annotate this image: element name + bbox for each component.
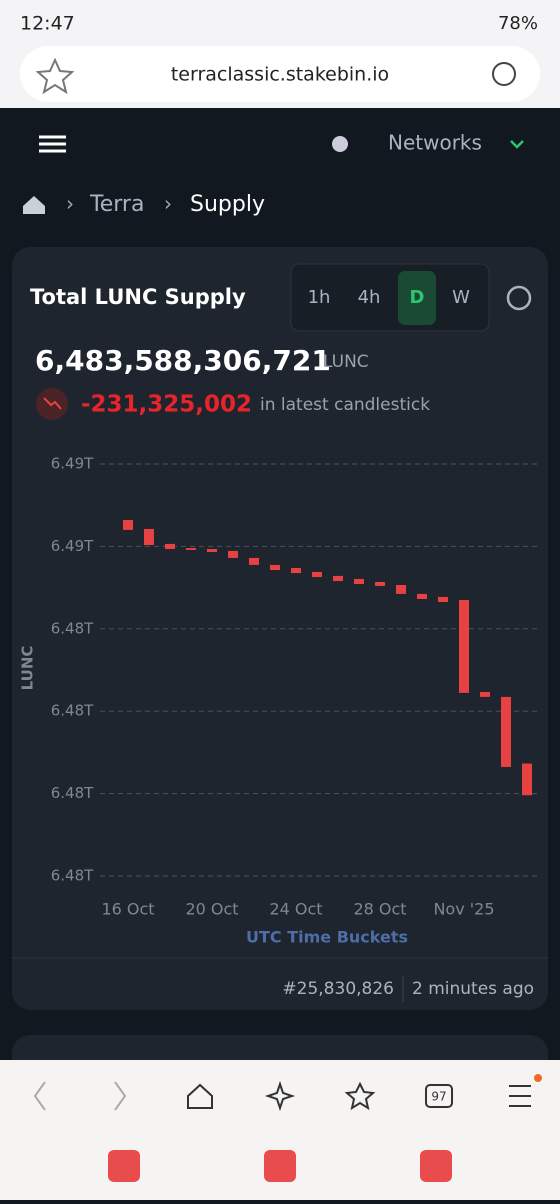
back-button[interactable] <box>33 1081 46 1111</box>
url: terraclassic.stakebin.io <box>171 64 389 86</box>
change: -231,325,002 <box>81 392 252 418</box>
candle <box>438 596 448 603</box>
x-tick-label: Nov '25 <box>433 900 494 919</box>
change-note: in latest candlestick <box>260 395 430 415</box>
y-tick-label: 6.48T <box>51 619 94 637</box>
candle <box>270 564 280 571</box>
candle <box>312 571 322 578</box>
x-tick-label: 28 Oct <box>353 900 406 919</box>
x-tick-label: 24 Oct <box>269 900 322 919</box>
status-battery: 78% <box>498 13 538 34</box>
interval-button[interactable]: 1h <box>308 287 331 308</box>
status-time: 12:47 <box>20 13 75 35</box>
candle <box>522 763 532 796</box>
browser-menu[interactable] <box>509 1085 531 1107</box>
candle <box>480 691 490 697</box>
breadcrumb-item: Supply <box>190 192 265 217</box>
candle <box>459 599 469 693</box>
y-tick-label: 6.48T <box>51 702 94 720</box>
candle <box>249 557 259 565</box>
back-nav-button[interactable] <box>420 1150 452 1182</box>
url-bar[interactable] <box>20 46 540 102</box>
card-title: Total LUNC Supply <box>30 285 246 309</box>
tabs-button[interactable] <box>425 1084 453 1108</box>
x-tick-label: 16 Oct <box>101 900 154 919</box>
separator: › <box>66 192 74 216</box>
forward-button[interactable] <box>114 1081 127 1111</box>
candle <box>165 543 175 550</box>
reload-icon[interactable] <box>492 62 516 86</box>
ai-button[interactable] <box>264 1080 296 1112</box>
refresh-icon[interactable] <box>506 285 532 311</box>
candle <box>186 548 196 550</box>
down-arrow <box>43 397 62 410</box>
interval-group <box>290 263 490 332</box>
candle <box>207 549 217 553</box>
interval-button[interactable]: D <box>410 287 425 308</box>
bookmarks-button[interactable] <box>344 1081 376 1111</box>
candle <box>417 593 427 599</box>
unit: LUNC <box>323 352 369 372</box>
recents-button[interactable] <box>108 1150 140 1182</box>
updated: 2 minutes ago <box>412 979 534 999</box>
candle <box>144 528 154 546</box>
candle <box>291 567 301 574</box>
candle <box>333 575 343 582</box>
candle <box>375 581 385 586</box>
y-tick-label: 6.48T <box>51 867 94 885</box>
y-axis-label: LUNC <box>19 646 37 691</box>
candle <box>123 520 133 530</box>
y-tick-label: 6.48T <box>51 784 94 802</box>
interval-button[interactable]: W <box>452 287 470 308</box>
candle <box>228 550 238 558</box>
interval-active <box>398 271 436 325</box>
home-icon[interactable] <box>23 196 45 214</box>
candle <box>396 584 406 594</box>
breadcrumb-item[interactable]: Terra <box>89 192 144 217</box>
home-button[interactable] <box>187 1083 213 1109</box>
interval-button[interactable]: 4h <box>358 287 381 308</box>
theme-icon[interactable] <box>332 136 348 152</box>
dropdown-icon <box>510 140 524 149</box>
bookmark-icon[interactable] <box>35 57 75 95</box>
y-tick-label: 6.49T <box>51 455 94 473</box>
total-supply: 6,483,588,306,721 <box>35 344 331 377</box>
block-number: #25,830,826 <box>282 979 394 999</box>
candle <box>354 578 364 585</box>
y-tick-label: 6.49T <box>51 537 94 555</box>
separator: › <box>164 192 172 216</box>
networks[interactable]: Networks <box>388 131 482 155</box>
x-axis-label: UTC Time Buckets <box>246 928 408 947</box>
home-nav-button[interactable] <box>264 1150 296 1182</box>
x-tick-label: 20 Oct <box>185 900 238 919</box>
menu-icon[interactable] <box>39 135 66 153</box>
notification-dot <box>534 1074 542 1082</box>
candle <box>501 696 511 767</box>
tab-count: 97 <box>431 1090 446 1104</box>
